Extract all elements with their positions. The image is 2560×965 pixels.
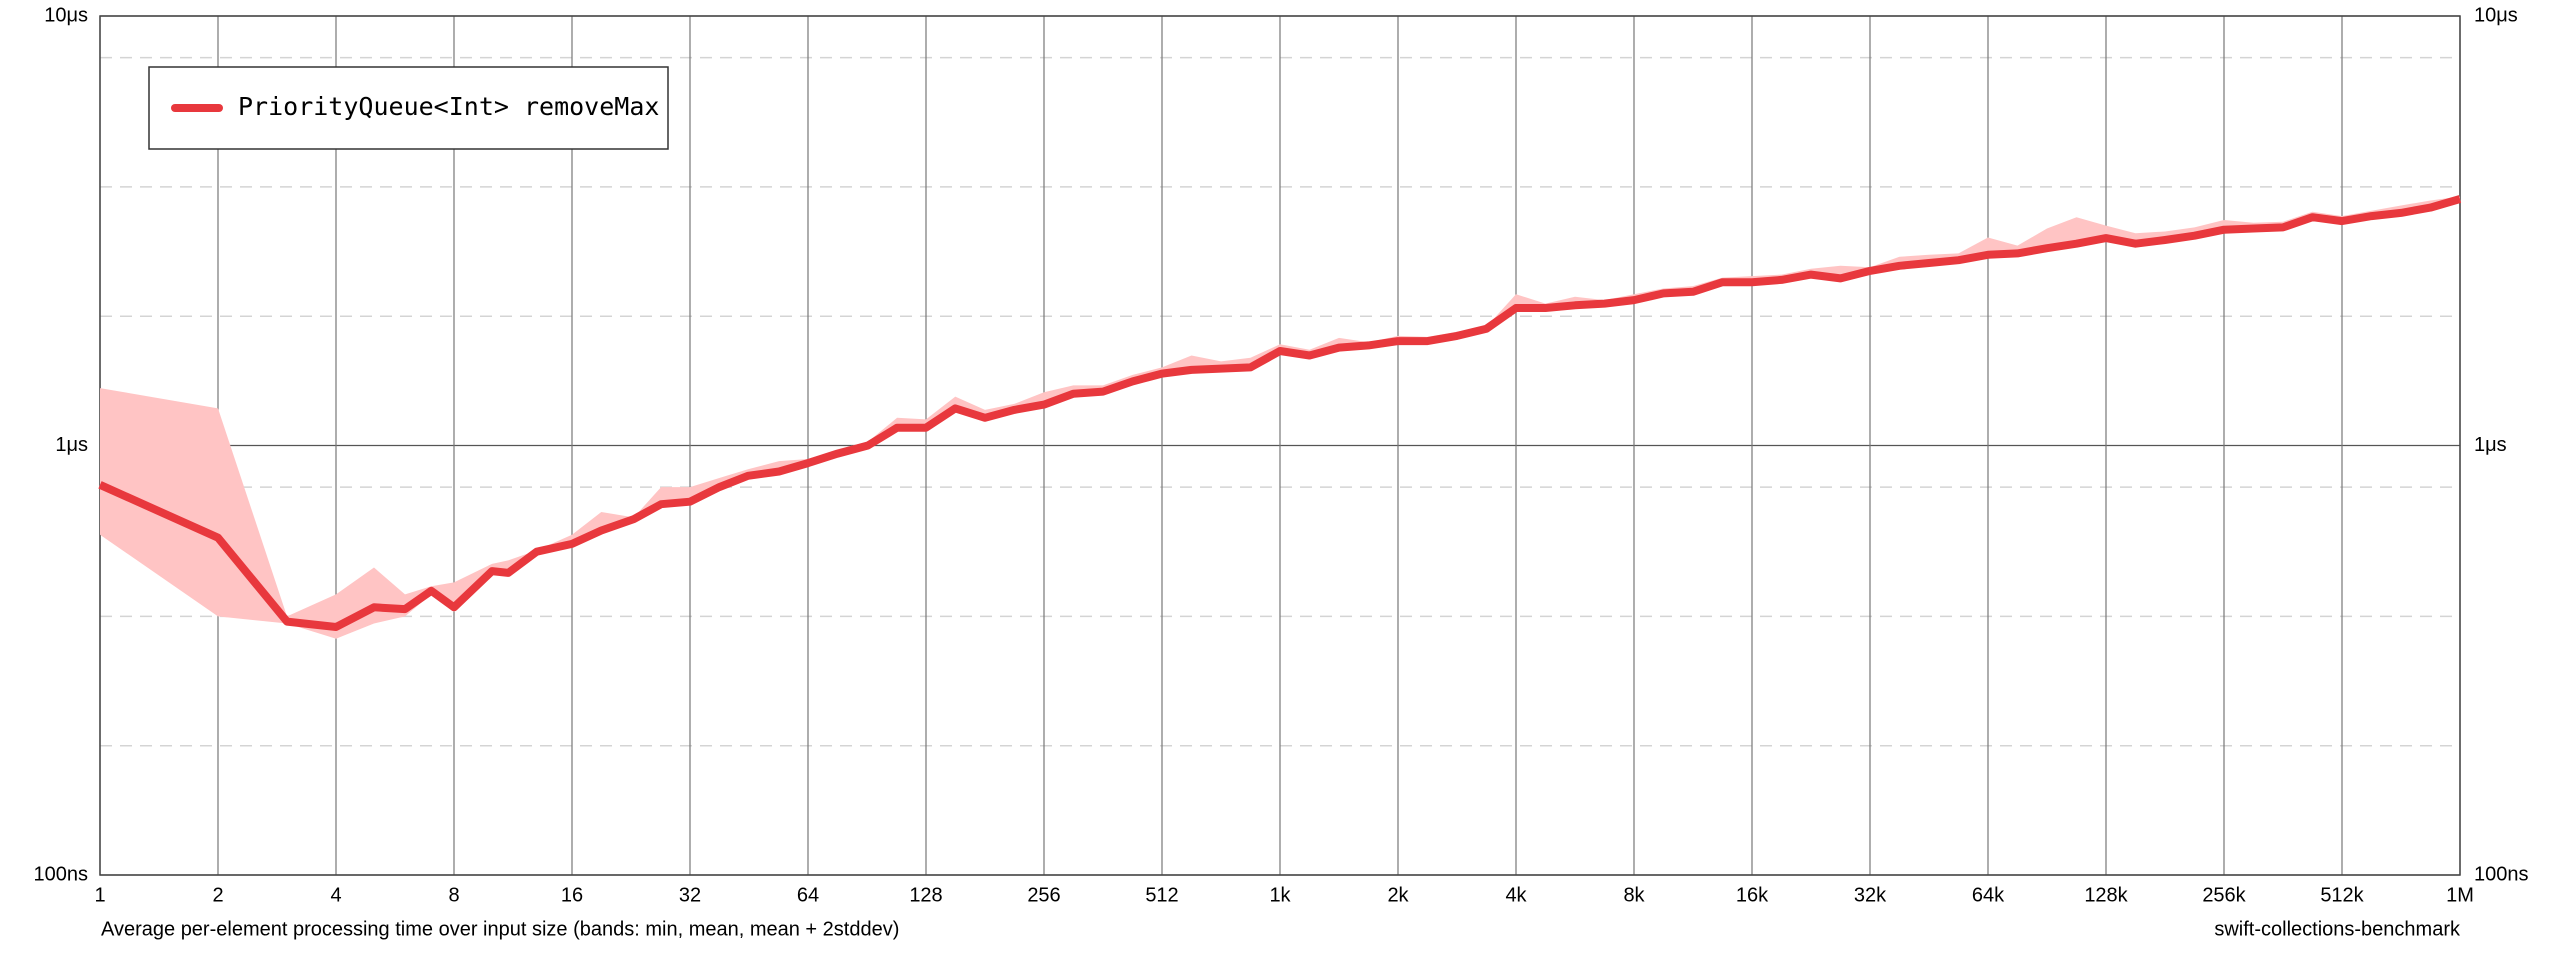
x-tick-label: 2 xyxy=(212,884,223,906)
x-tick-label: 16k xyxy=(1736,884,1769,906)
x-tick-label: 512 xyxy=(1145,884,1178,906)
x-tick-label: 4 xyxy=(330,884,341,906)
y-tick-label: 100ns xyxy=(34,863,89,885)
x-tick-label: 8k xyxy=(1623,884,1645,906)
x-tick-label: 4k xyxy=(1505,884,1527,906)
band xyxy=(100,196,2460,639)
x-tick-label: 32k xyxy=(1854,884,1887,906)
legend-box xyxy=(148,66,669,150)
y-tick-label: 10μs xyxy=(44,4,88,26)
y-tick-label: 1μs xyxy=(55,434,88,456)
credit: swift-collections-benchmark xyxy=(2214,918,2461,940)
x-tick-label: 512k xyxy=(2320,884,2364,906)
x-tick-label: 1 xyxy=(94,884,105,906)
x-tick-label: 256 xyxy=(1027,884,1060,906)
x-tick-label: 128 xyxy=(909,884,942,906)
series-line xyxy=(98,195,2462,631)
y-tick-label-right: 10μs xyxy=(2474,4,2518,26)
x-tick-label: 8 xyxy=(448,884,459,906)
x-tick-label: 2k xyxy=(1387,884,1409,906)
y-tick-label-right: 100ns xyxy=(2474,863,2529,885)
grid xyxy=(99,15,2461,876)
legend: PriorityQueue<Int> removeMax xyxy=(148,66,669,150)
x-tick-label: 256k xyxy=(2202,884,2246,906)
x-tick-label: 64k xyxy=(1972,884,2005,906)
x-tick-label: 128k xyxy=(2084,884,2128,906)
x-tick-label: 32 xyxy=(679,884,701,906)
x-tick-label: 64 xyxy=(797,884,819,906)
caption: Average per-element processing time over… xyxy=(101,918,899,940)
y-tick-label-right: 1μs xyxy=(2474,434,2507,456)
x-tick-label: 16 xyxy=(561,884,583,906)
x-tick-label: 1k xyxy=(1269,884,1291,906)
legend-label: PriorityQueue<Int> removeMax xyxy=(238,92,659,121)
x-tick-label: 1M xyxy=(2446,884,2474,906)
